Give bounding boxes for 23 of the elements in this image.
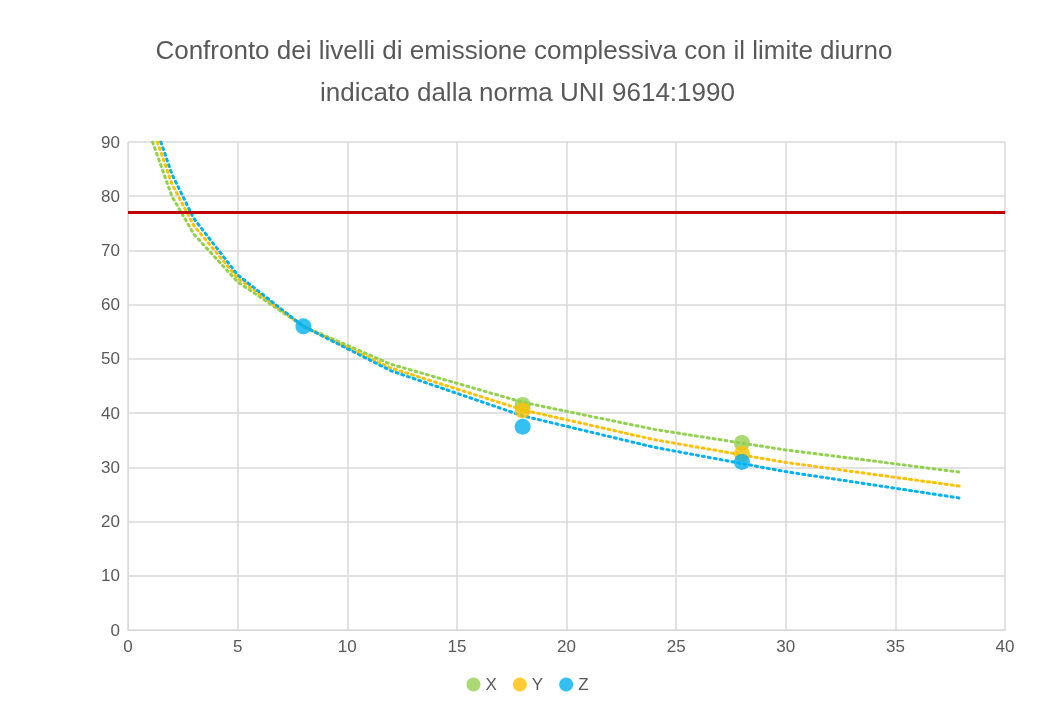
legend-label: Y [531,675,544,694]
y-tick-label: 50 [101,349,120,369]
x-tick-label: 25 [666,637,686,656]
y-tick-label: 30 [101,457,120,477]
y-tick-label: 60 [101,295,120,315]
x-tick-label: 10 [337,637,357,656]
x-tick-label: 40 [995,637,1015,656]
y-tick-label: 40 [101,403,120,423]
x-tick-label: 5 [232,637,243,656]
chart-title: Confronto dei livelli di emissione complessiva con il limite diurno indicato dalla norma UNI 9614:1990 [155,35,900,107]
y-tick-label: 80 [101,186,120,206]
y-tick-label: 70 [101,240,120,260]
x-tick-label: 30 [776,637,796,656]
x-tick-label: 20 [557,637,576,656]
x-tick-label: 0 [123,637,133,656]
legend-label: X [485,675,497,694]
x-tick-label: 15 [447,637,467,656]
legend-label: Z [578,675,589,694]
y-tick-label: 20 [101,512,120,532]
y-tick-label: 0 [110,620,120,640]
y-tick-label: 10 [101,566,120,586]
y-tick-label: 90 [101,132,120,152]
x-tick-label: 35 [885,637,905,656]
